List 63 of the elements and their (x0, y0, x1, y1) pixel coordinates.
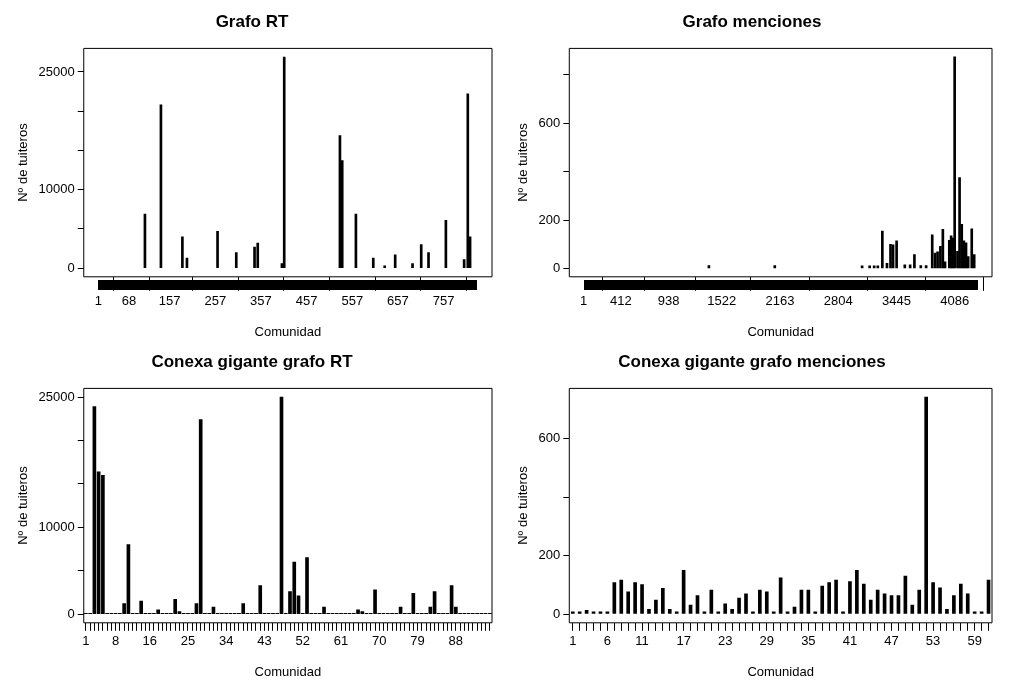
x-axis-title: Comunidad (254, 323, 322, 339)
x-tick-label: 29 (759, 633, 775, 649)
x-tick-label: 4086 (940, 293, 970, 309)
x-tick-label: 16 (142, 633, 157, 649)
chart-title: Grafo RT (215, 11, 289, 31)
y-tick-label: 600 (538, 430, 561, 446)
x-tick-label: 88 (448, 633, 464, 649)
x-axis-title: Comunidad (747, 323, 814, 339)
x-tick-label: 257 (204, 293, 227, 309)
x-tick-label: 2804 (823, 293, 853, 309)
x-tick-label: 1 (579, 293, 588, 309)
x-tick-label: 34 (218, 633, 234, 649)
x-tick-label: 11 (635, 633, 649, 649)
x-tick-label: 457 (295, 293, 318, 309)
x-tick-label: 53 (925, 633, 941, 649)
x-tick-label: 557 (341, 293, 364, 309)
y-tick-label: 0 (553, 605, 561, 621)
x-tick-label: 6 (603, 633, 612, 649)
y-axis-title: Nº de tuiteros (15, 122, 31, 202)
y-tick-label: 200 (538, 547, 561, 563)
y-tick-label: 25000 (38, 388, 75, 404)
chart-title: Conexa gigante grafo RT (151, 351, 354, 371)
x-tick-label: 41 (842, 633, 858, 649)
x-tick-label: 79 (410, 633, 425, 649)
y-axis-title: Nº de tuiteros (15, 465, 31, 545)
x-tick-label: 25 (180, 633, 196, 649)
x-tick-label: 1 (82, 633, 90, 649)
y-tick-label: 10000 (38, 181, 75, 197)
x-tick-label: 17 (676, 633, 691, 649)
x-tick-label: 1522 (707, 293, 737, 309)
x-tick-label: 1 (94, 293, 102, 309)
y-tick-label: 25000 (38, 63, 75, 79)
x-tick-label: 52 (295, 633, 310, 649)
y-tick-label: 10000 (38, 518, 75, 534)
x-tick-label: 657 (387, 293, 409, 309)
x-tick-label: 8 (112, 633, 120, 649)
y-tick-label: 0 (67, 259, 75, 275)
x-axis-title: Comunidad (254, 663, 322, 679)
chart-title: Conexa gigante grafo menciones (618, 351, 886, 371)
x-tick-label: 757 (432, 293, 455, 309)
x-tick-label: 35 (801, 633, 816, 649)
x-tick-label: 61 (333, 633, 349, 649)
y-tick-label: 200 (538, 211, 561, 227)
chart-title: Grafo menciones (682, 11, 822, 31)
y-axis-title: Nº de tuiteros (515, 465, 531, 545)
x-tick-label: 1 (569, 633, 577, 649)
x-tick-label: 43 (257, 633, 272, 649)
x-tick-label: 59 (967, 633, 982, 649)
x-tick-label: 70 (372, 633, 387, 649)
x-axis-title: Comunidad (747, 663, 814, 679)
x-tick-label: 3445 (881, 293, 911, 309)
y-tick-label: 0 (67, 605, 75, 621)
x-tick-label: 68 (121, 293, 137, 309)
y-axis-title: Nº de tuiteros (515, 122, 531, 202)
x-tick-label: 938 (657, 293, 680, 309)
x-tick-label: 157 (158, 293, 181, 309)
x-tick-label: 357 (250, 293, 272, 309)
y-tick-label: 0 (553, 259, 561, 275)
x-tick-label: 47 (884, 633, 899, 649)
x-tick-label: 2163 (765, 293, 795, 309)
x-tick-label: 23 (717, 633, 733, 649)
x-tick-label: 412 (610, 293, 632, 309)
y-tick-label: 600 (538, 114, 561, 130)
